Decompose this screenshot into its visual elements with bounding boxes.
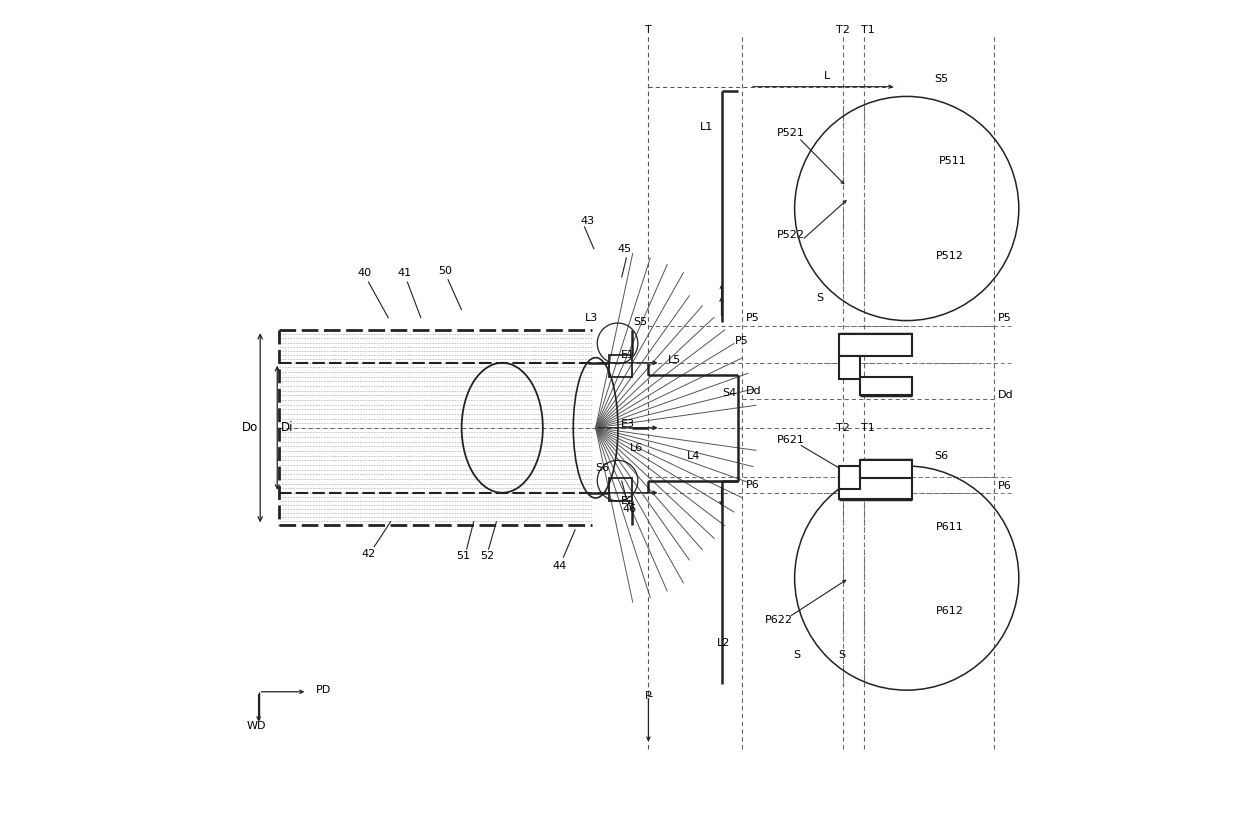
Bar: [609, 478, 632, 501]
Text: P6: P6: [746, 480, 760, 490]
Text: Dd: Dd: [746, 386, 761, 396]
Text: 42: 42: [361, 548, 376, 559]
Bar: [859, 460, 913, 478]
Text: S5: S5: [634, 317, 647, 327]
Text: WD: WD: [247, 721, 265, 731]
Text: S5: S5: [934, 73, 947, 84]
Text: P611: P611: [936, 522, 963, 532]
Text: Do: Do: [242, 421, 259, 434]
Text: L1: L1: [701, 122, 713, 132]
Text: L6: L6: [630, 443, 642, 453]
Text: P5: P5: [746, 313, 760, 324]
Text: L4: L4: [687, 452, 699, 461]
Text: 51: 51: [456, 551, 470, 562]
Text: T2: T2: [837, 24, 851, 35]
Text: E2: E2: [621, 496, 635, 506]
Text: T2: T2: [837, 423, 851, 433]
Text: 41: 41: [398, 268, 412, 279]
Bar: [839, 477, 913, 500]
Text: S4: S4: [723, 388, 737, 398]
Text: L: L: [825, 71, 831, 82]
Text: P5: P5: [735, 336, 749, 346]
Text: P6: P6: [998, 482, 1012, 491]
Text: P522: P522: [776, 231, 805, 240]
Text: 52: 52: [481, 551, 495, 562]
Text: P511: P511: [939, 156, 967, 166]
Text: P612: P612: [936, 606, 963, 615]
Text: Di: Di: [280, 421, 293, 434]
Text: PD: PD: [315, 685, 331, 695]
Text: Dd: Dd: [998, 390, 1013, 400]
Text: S: S: [794, 650, 801, 660]
Text: L3: L3: [585, 313, 598, 324]
Text: T1: T1: [861, 24, 874, 35]
Text: P521: P521: [776, 128, 805, 138]
Bar: [839, 356, 859, 379]
Text: P5: P5: [998, 313, 1012, 324]
Bar: [839, 466, 859, 489]
Text: 43: 43: [580, 216, 594, 226]
Text: P: P: [645, 691, 652, 701]
Text: 46: 46: [622, 504, 637, 514]
Text: P621: P621: [776, 435, 805, 445]
Text: L2: L2: [717, 638, 730, 648]
Text: P512: P512: [936, 251, 963, 262]
Text: E1: E1: [621, 350, 635, 359]
Text: 40: 40: [357, 268, 371, 279]
Text: S: S: [838, 650, 846, 660]
Text: T: T: [645, 24, 652, 35]
Bar: [839, 333, 913, 356]
Bar: [859, 377, 913, 395]
Text: S6: S6: [595, 464, 609, 474]
Text: T1: T1: [861, 423, 874, 433]
Text: P622: P622: [764, 615, 792, 625]
Text: L5: L5: [668, 355, 681, 365]
Text: 44: 44: [552, 561, 567, 570]
Text: 50: 50: [439, 266, 453, 276]
Bar: [609, 355, 632, 377]
Text: S6: S6: [934, 452, 947, 461]
Text: E3: E3: [621, 419, 635, 429]
Text: 45: 45: [618, 244, 631, 254]
Text: S: S: [816, 293, 823, 303]
